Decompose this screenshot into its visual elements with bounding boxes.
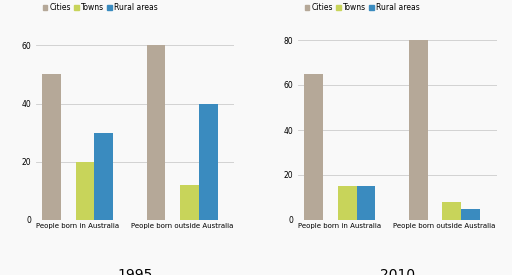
Bar — [304, 74, 323, 220]
Bar — [180, 185, 199, 220]
Bar — [356, 186, 375, 220]
Text: 1995: 1995 — [117, 268, 153, 275]
Bar — [461, 209, 480, 220]
Bar — [199, 103, 218, 220]
Bar — [42, 75, 61, 220]
Bar — [442, 202, 461, 220]
Bar — [146, 45, 165, 220]
Bar — [409, 40, 428, 220]
Bar — [338, 186, 356, 220]
Bar — [94, 133, 113, 220]
Legend: Cities, Towns, Rural areas: Cities, Towns, Rural areas — [39, 0, 161, 15]
Text: 2010: 2010 — [380, 268, 415, 275]
Bar — [76, 162, 94, 220]
Legend: Cities, Towns, Rural areas: Cities, Towns, Rural areas — [302, 0, 423, 15]
